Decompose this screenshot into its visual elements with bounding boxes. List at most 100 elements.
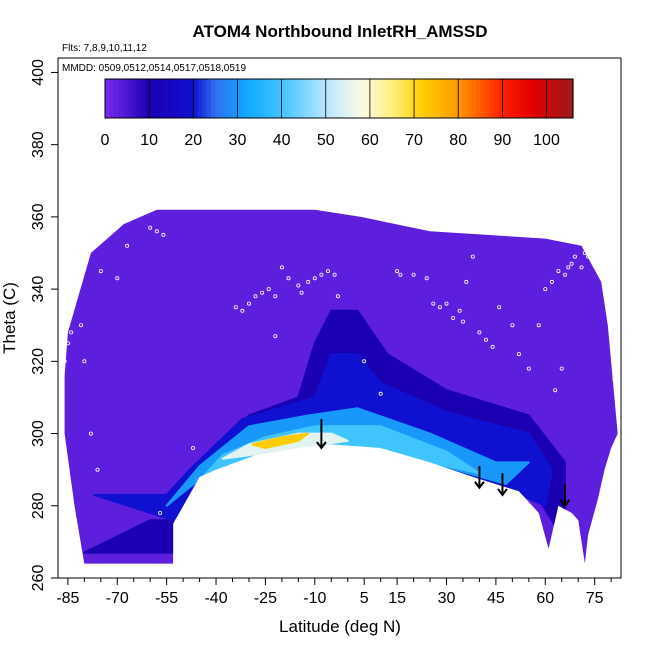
sample-point <box>582 250 587 255</box>
colorbar: 0 10 20 30 40 50 60 70 80 90 100 <box>101 78 574 149</box>
sample-point <box>362 359 367 364</box>
sample-point <box>240 308 245 313</box>
colorbar-cell <box>405 79 411 118</box>
colorbar-cell <box>272 79 278 118</box>
colorbar-cell <box>334 79 340 118</box>
sample-point <box>299 290 304 295</box>
colorbar-cell <box>250 79 256 118</box>
sample-point <box>563 272 568 277</box>
colorbar-cell <box>374 79 380 118</box>
sample-point <box>556 269 561 274</box>
sample-point <box>566 265 571 270</box>
sample-point <box>516 352 521 357</box>
colorbar-cell <box>171 79 177 118</box>
sample-point <box>612 377 617 382</box>
colorbar-cell <box>162 79 168 118</box>
sample-point <box>602 287 607 292</box>
sample-point <box>69 330 74 335</box>
colorbar-cell <box>286 79 292 118</box>
colorbar-cell <box>330 79 336 118</box>
sample-point <box>559 366 564 371</box>
sample-point <box>148 225 153 230</box>
sample-point <box>65 341 70 346</box>
colorbar-cell <box>149 79 155 118</box>
sample-point <box>572 254 577 259</box>
colorbar-cell <box>339 79 345 118</box>
sample-point <box>431 301 436 306</box>
sample-point <box>273 334 278 339</box>
colorbar-cell <box>564 79 570 118</box>
colorbar-cell <box>484 79 490 118</box>
colorbar-cell <box>316 79 322 118</box>
colorbar-tick-label: 90 <box>493 132 511 149</box>
sample-point <box>378 391 383 396</box>
sample-point <box>332 272 337 277</box>
colorbar-cell <box>546 79 552 118</box>
y-axis-label: Theta (C) <box>0 282 19 354</box>
colorbar-cell <box>396 79 402 118</box>
x-tick-label: 75 <box>586 590 604 607</box>
colorbar-cell <box>383 79 389 118</box>
colorbar-tick-label: 60 <box>361 132 379 149</box>
colorbar-cell <box>427 79 433 118</box>
colorbar-cell <box>436 79 442 118</box>
sample-point <box>497 492 502 497</box>
sample-point <box>411 272 416 277</box>
sample-point <box>296 283 301 288</box>
colorbar-cell <box>475 79 481 118</box>
arrow-markers <box>316 419 571 508</box>
colorbar-cell <box>215 79 221 118</box>
colorbar-cell <box>555 79 561 118</box>
colorbar-cell <box>255 79 261 118</box>
colorbar-cell <box>135 79 141 118</box>
colorbar-cell <box>294 79 300 118</box>
y-tick-label: 400 <box>30 59 47 86</box>
sample-point <box>579 265 584 270</box>
sample-point <box>62 359 67 364</box>
colorbar-cell <box>202 79 208 118</box>
sample-point <box>395 269 400 274</box>
sample-point <box>464 279 469 284</box>
colorbar-cell <box>197 79 203 118</box>
colorbar-cell <box>166 79 172 118</box>
colorbar-cell <box>268 79 274 118</box>
y-tick-label: 360 <box>30 203 47 230</box>
colorbar-cell <box>113 79 119 118</box>
chart-title: ATOM4 Northbound InletRH_AMSSD <box>193 22 488 41</box>
colorbar-cell <box>206 79 212 118</box>
colorbar-cell <box>246 79 252 118</box>
colorbar-cell <box>219 79 225 118</box>
colorbar-cell <box>157 79 163 118</box>
sample-point <box>260 290 265 295</box>
sample-point <box>451 315 456 320</box>
sample-point <box>553 388 558 393</box>
colorbar-cell <box>537 79 543 118</box>
colorbar-cell <box>361 79 367 118</box>
colorbar-cell <box>497 79 503 118</box>
colorbar-cell <box>127 79 133 118</box>
flights-note: Flts: 7,8,9,10,11,12 <box>62 43 147 54</box>
colorbar-cell <box>542 79 548 118</box>
x-tick-label: 60 <box>536 590 554 607</box>
colorbar-cell <box>131 79 137 118</box>
sample-point <box>233 305 238 310</box>
colorbar-cell <box>321 79 327 118</box>
colorbar-tick-label: 20 <box>184 132 202 149</box>
colorbar-cell <box>418 79 424 118</box>
x-tick-label: 5 <box>360 590 369 607</box>
sample-point <box>437 305 442 310</box>
arrow-head <box>316 441 327 450</box>
colorbar-cell <box>153 79 159 118</box>
y-axis: 260 280 300 320 340 360 380 400 <box>30 59 58 591</box>
colorbar-cell <box>343 79 349 118</box>
sample-point <box>615 402 620 407</box>
colorbar-cell <box>352 79 358 118</box>
sample-point <box>586 254 591 259</box>
colorbar-tick-label: 30 <box>229 132 247 149</box>
colorbar-cell <box>489 79 495 118</box>
colorbar-cell <box>281 79 287 118</box>
colorbar-tick-label: 80 <box>449 132 467 149</box>
sample-point <box>319 272 324 277</box>
colorbar-cell <box>312 79 318 118</box>
